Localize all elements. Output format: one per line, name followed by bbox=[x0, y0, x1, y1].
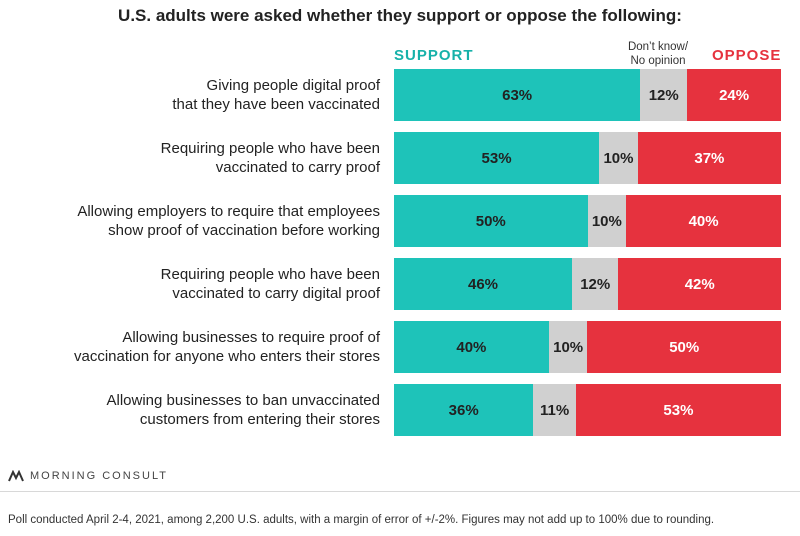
data-label: 63% bbox=[502, 86, 533, 104]
data-label: 53% bbox=[663, 401, 694, 419]
bar-row: Allowing employers to require that emplo… bbox=[0, 195, 800, 247]
category-label: Allowing businesses to ban unvaccinated … bbox=[106, 392, 380, 428]
chart-title: U.S. adults were asked whether they supp… bbox=[118, 6, 682, 25]
bar-row: Requiring people who have been vaccinate… bbox=[0, 132, 800, 184]
data-label: 10% bbox=[553, 338, 584, 356]
stacked-bar: 40% 10% 50% bbox=[394, 321, 781, 373]
bar-segment-support: 40% bbox=[394, 321, 549, 373]
bar-segment-oppose: 24% bbox=[687, 69, 781, 121]
category-label: Requiring people who have been vaccinate… bbox=[160, 140, 380, 176]
category-label: Allowing businesses to require proof of … bbox=[74, 329, 380, 365]
legend-neutral: Don’t know/ No opinion bbox=[612, 40, 704, 68]
morning-consult-logo-icon bbox=[8, 470, 24, 482]
brand-name: MORNING CONSULT bbox=[30, 470, 168, 482]
data-label: 37% bbox=[694, 149, 725, 167]
legend-neutral-label: Don’t know/ No opinion bbox=[627, 41, 689, 67]
data-label: 11% bbox=[539, 401, 570, 419]
bar-segment-support: 36% bbox=[394, 384, 534, 436]
brand-logo: MORNING CONSULT bbox=[8, 470, 168, 482]
category-label: Giving people digital proof that they ha… bbox=[172, 77, 380, 113]
category-label: Allowing employers to require that emplo… bbox=[77, 203, 380, 239]
bar-segment-support: 63% bbox=[394, 69, 641, 121]
bar-segment-oppose: 40% bbox=[626, 195, 781, 247]
data-label: 40% bbox=[688, 212, 719, 230]
bar-segment-support: 50% bbox=[394, 195, 588, 247]
stacked-bar: 50% 10% 40% bbox=[394, 195, 781, 247]
data-label: 10% bbox=[591, 212, 622, 230]
bar-row: Giving people digital proof that they ha… bbox=[0, 69, 800, 121]
data-label: 40% bbox=[456, 338, 487, 356]
bar-segment-neutral: 10% bbox=[548, 321, 588, 373]
bar-segment-neutral: 12% bbox=[572, 258, 619, 310]
data-label: 24% bbox=[719, 86, 750, 104]
legend-support: SUPPORT bbox=[394, 47, 474, 64]
bar-segment-oppose: 50% bbox=[587, 321, 781, 373]
bar-row: Requiring people who have been vaccinate… bbox=[0, 258, 800, 310]
data-label: 12% bbox=[580, 275, 611, 293]
bar-segment-support: 53% bbox=[394, 132, 600, 184]
bar-segment-oppose: 37% bbox=[637, 132, 781, 184]
data-label: 50% bbox=[475, 212, 506, 230]
bar-row: Allowing businesses to require proof of … bbox=[0, 321, 800, 373]
bar-segment-oppose: 53% bbox=[575, 384, 781, 436]
footer-divider bbox=[0, 491, 800, 492]
bar-segment-support: 46% bbox=[394, 258, 573, 310]
footnote: Poll conducted April 2-4, 2021, among 2,… bbox=[8, 514, 715, 526]
stacked-bar: 53% 10% 37% bbox=[394, 132, 781, 184]
data-label: 12% bbox=[648, 86, 679, 104]
data-label: 46% bbox=[467, 275, 499, 293]
stacked-bar: 63% 12% 24% bbox=[394, 69, 781, 121]
data-label: 50% bbox=[669, 338, 700, 356]
category-label: Requiring people who have been vaccinate… bbox=[160, 266, 380, 302]
stacked-bar: 46% 12% 42% bbox=[394, 258, 781, 310]
bar-row: Allowing businesses to ban unvaccinated … bbox=[0, 384, 800, 436]
bar-segment-neutral: 10% bbox=[587, 195, 627, 247]
bar-segment-neutral: 11% bbox=[533, 384, 576, 436]
bar-segment-oppose: 42% bbox=[618, 258, 781, 310]
bar-segment-neutral: 10% bbox=[599, 132, 638, 184]
data-label: 36% bbox=[448, 401, 479, 419]
legend-oppose: OPPOSE bbox=[712, 47, 782, 64]
data-label: 10% bbox=[603, 149, 634, 167]
bar-segment-neutral: 12% bbox=[640, 69, 688, 121]
stacked-bar: 36% 11% 53% bbox=[394, 384, 781, 436]
data-label: 53% bbox=[481, 149, 512, 167]
data-label: 42% bbox=[684, 275, 715, 293]
